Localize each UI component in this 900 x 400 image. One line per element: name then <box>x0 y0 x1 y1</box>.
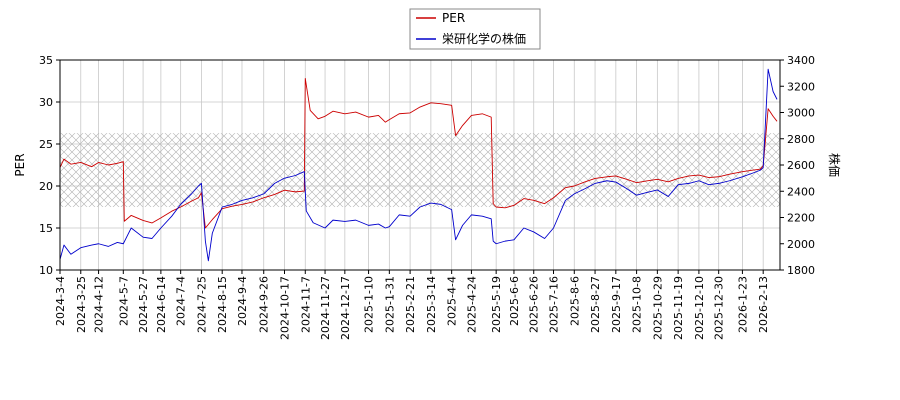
x-tick-label: 2024-10-17 <box>279 276 292 340</box>
y-right-tick-label: 3200 <box>787 80 815 93</box>
x-tick-label: 2024-8-15 <box>216 276 229 333</box>
y-left-tick-label: 10 <box>39 264 53 277</box>
x-tick-label: 2025-6-6 <box>508 276 521 326</box>
y-right-tick-label: 2800 <box>787 133 815 146</box>
x-tick-label: 2025-5-19 <box>490 276 503 333</box>
x-tick-label: 2025-4-4 <box>446 276 459 326</box>
x-tick-label: 2024-9-4 <box>236 276 249 326</box>
x-tick-label: 2025-8-6 <box>568 276 581 326</box>
x-tick-label: 2025-12-30 <box>713 276 726 340</box>
x-tick-label: 2025-10-29 <box>651 276 664 340</box>
y-left-tick-label: 35 <box>39 54 53 67</box>
series-line-0 <box>60 78 778 229</box>
x-tick-label: 2026-1-23 <box>736 276 749 333</box>
legend-label-price: 栄研化学の株価 <box>442 31 526 46</box>
x-tick-label: 2024-7-25 <box>195 276 208 333</box>
y-right-tick-label: 3000 <box>787 107 815 120</box>
y-right-tick-label: 1800 <box>787 264 815 277</box>
y-left-tick-label: 30 <box>39 96 53 109</box>
series-line-1 <box>60 68 778 262</box>
legend: PER 栄研化学の株価 <box>409 8 541 50</box>
x-tick-label: 2024-3-25 <box>75 276 88 333</box>
y-right-tick-label: 3400 <box>787 54 815 67</box>
y-left-label: PER <box>13 153 27 176</box>
x-tick-label: 2025-10-8 <box>631 276 644 333</box>
y-right-label: 株価 <box>827 153 842 177</box>
x-tick-label: 2024-6-14 <box>155 276 168 333</box>
x-tick-label: 2026-2-13 <box>757 276 770 333</box>
x-tick-label: 2025-7-16 <box>548 276 561 333</box>
x-tick-label: 2024-7-4 <box>175 276 188 326</box>
y-left-tick-label: 15 <box>39 222 53 235</box>
band-rect <box>60 133 780 207</box>
axes: 2024-3-4 2024-3-25 2024-4-12 2024-5-7 2024-5… <box>39 54 815 340</box>
y-right-tick-label: 2200 <box>787 212 815 225</box>
legend-label-per: PER <box>442 11 465 25</box>
x-tick-label: 2025-9-17 <box>610 276 623 333</box>
x-tick-label: 2024-5-7 <box>117 276 130 326</box>
x-tick-label: 2024-5-27 <box>137 276 150 333</box>
y-right-tick-label: 2400 <box>787 185 815 198</box>
hatched-band <box>60 133 780 207</box>
x-tick-label: 2025-3-14 <box>425 276 438 333</box>
x-tick-label: 2024-11-27 <box>319 276 332 340</box>
legend-box <box>409 8 541 50</box>
x-tick-label: 2024-12-17 <box>339 276 352 340</box>
series-lines <box>60 68 778 262</box>
x-tick-label: 2025-2-21 <box>404 276 417 333</box>
x-tick-label: 2025-4-24 <box>465 276 478 333</box>
x-tick-label: 2025-8-27 <box>589 276 602 333</box>
x-tick-label: 2025-1-31 <box>383 276 396 333</box>
x-tick-label: 2024-4-12 <box>93 276 106 333</box>
x-tick-label: 2024-3-4 <box>54 276 67 326</box>
y-right-tick-label: 2000 <box>787 238 815 251</box>
x-tick-label: 2024-11-7 <box>299 276 312 333</box>
x-tick-label: 2024-9-26 <box>258 276 271 333</box>
x-tick-label: 2025-6-26 <box>528 276 541 333</box>
y-right-tick-label: 2600 <box>787 159 815 172</box>
y-left-tick-label: 25 <box>39 138 53 151</box>
x-tick-label: 2025-12-10 <box>693 276 706 340</box>
y-left-tick-label: 20 <box>39 180 53 193</box>
x-tick-label: 2025-11-19 <box>672 276 685 340</box>
x-tick-label: 2025-1-10 <box>363 276 376 333</box>
